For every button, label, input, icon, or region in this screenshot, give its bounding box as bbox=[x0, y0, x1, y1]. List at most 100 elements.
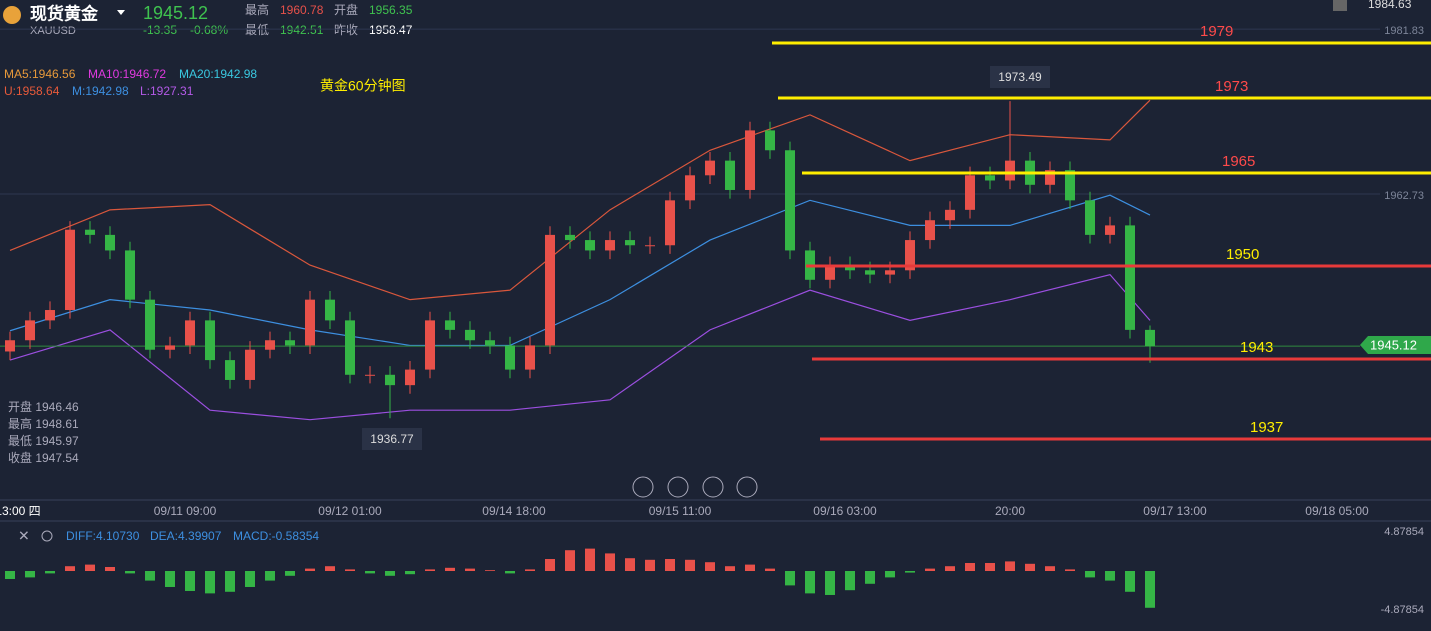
price-tag bbox=[1360, 336, 1431, 354]
callout-label: 1936.77 bbox=[370, 432, 414, 446]
zoom-out[interactable] bbox=[632, 476, 654, 498]
y-tick-label: 1981.83 bbox=[1384, 25, 1424, 37]
macd-bar bbox=[945, 566, 955, 571]
macd-bar bbox=[505, 571, 515, 574]
value: 1958.47 bbox=[369, 23, 413, 37]
candle-body bbox=[5, 340, 15, 352]
macd-bar bbox=[105, 567, 115, 571]
value: 1956.35 bbox=[369, 3, 413, 17]
macd-bar bbox=[385, 571, 395, 576]
label: 最低 bbox=[245, 23, 269, 37]
x-tick-label: 09/15 11:00 bbox=[649, 504, 712, 518]
band-line bbox=[9, 194, 1151, 347]
macd-bar bbox=[865, 571, 875, 584]
macd-bar bbox=[545, 559, 555, 571]
macd-bar bbox=[1045, 566, 1055, 571]
indicator-label: MA10:1946.72 bbox=[88, 67, 166, 81]
indicator-label: L:1927.31 bbox=[140, 84, 194, 98]
candle-body bbox=[525, 345, 535, 370]
x-tick-label: 09/16 03:00 bbox=[813, 504, 877, 518]
chart-title: 黄金60分钟图 bbox=[320, 78, 406, 94]
candle-body bbox=[305, 299, 315, 346]
close-icon[interactable]: ✕ bbox=[18, 528, 30, 544]
macd-bar bbox=[745, 564, 755, 571]
dropdown[interactable] bbox=[117, 10, 125, 15]
macd-bar bbox=[465, 568, 475, 571]
macd-bar bbox=[345, 569, 355, 571]
settings-icon[interactable] bbox=[41, 530, 53, 542]
macd-bar bbox=[305, 568, 315, 571]
macd-bar bbox=[565, 550, 575, 571]
callout-box bbox=[990, 66, 1050, 88]
macd-tick-label: 4.87854 bbox=[1384, 526, 1424, 538]
candle-body bbox=[145, 299, 155, 350]
macd-bar bbox=[485, 570, 495, 571]
candle-body bbox=[365, 374, 375, 376]
callout-label: 1973.49 bbox=[998, 70, 1042, 84]
candle-body bbox=[1085, 200, 1095, 235]
info-label: 收盘 1947.54 bbox=[8, 450, 79, 465]
macd-bar bbox=[625, 558, 635, 571]
candle-body bbox=[425, 320, 435, 370]
info-label: 最高 1948.61 bbox=[8, 416, 79, 431]
value: 1960.78 bbox=[280, 3, 324, 17]
candle-body bbox=[765, 130, 775, 151]
candle-body bbox=[265, 340, 275, 350]
candle-body bbox=[405, 369, 415, 386]
level-label: 1965 bbox=[1222, 153, 1255, 170]
candle-body bbox=[285, 340, 295, 346]
level-label: 1943 bbox=[1240, 339, 1273, 356]
macd-bar bbox=[405, 571, 415, 575]
candle-body bbox=[205, 320, 215, 361]
macd-bar bbox=[765, 568, 775, 571]
next[interactable] bbox=[702, 476, 724, 498]
prev[interactable] bbox=[667, 476, 689, 498]
macd-bar bbox=[525, 569, 535, 571]
candle-body bbox=[745, 130, 755, 190]
indicator-label: MA5:1946.56 bbox=[4, 67, 76, 81]
macd-bar bbox=[1125, 571, 1135, 592]
macd-bar bbox=[665, 559, 675, 571]
macd-bar bbox=[885, 571, 895, 578]
macd-bar bbox=[365, 571, 375, 574]
candle-body bbox=[665, 200, 675, 246]
macd-legend: DIFF:4.10730 bbox=[66, 529, 140, 543]
macd-bar bbox=[1025, 563, 1035, 571]
x-tick-label: 09/14 18:00 bbox=[482, 504, 546, 518]
zoom-in[interactable] bbox=[736, 476, 758, 498]
macd-bar bbox=[445, 567, 455, 571]
candle-body bbox=[845, 265, 855, 271]
symbol-name: 现货黄金 bbox=[30, 3, 99, 23]
macd-bar bbox=[1085, 571, 1095, 578]
macd-bar bbox=[425, 569, 435, 571]
level-label: 1937 bbox=[1250, 419, 1283, 436]
candle-body bbox=[545, 234, 555, 346]
candle-body bbox=[1065, 170, 1075, 201]
lock-icon[interactable] bbox=[1333, 0, 1347, 11]
candle-body bbox=[1105, 225, 1115, 235]
macd-bar bbox=[45, 571, 55, 574]
candle-body bbox=[505, 345, 515, 370]
candle-body bbox=[785, 150, 795, 251]
price: 1945.12 bbox=[143, 3, 208, 23]
band-line bbox=[9, 273, 1151, 421]
macd-bar bbox=[245, 571, 255, 587]
symbol-code: XAUUSD bbox=[30, 25, 76, 37]
label: 开盘 bbox=[334, 2, 358, 17]
macd-bar bbox=[1145, 571, 1155, 608]
indicator-label: U:1958.64 bbox=[4, 84, 60, 98]
gold-icon bbox=[3, 6, 21, 24]
candle-body bbox=[125, 250, 135, 300]
candle-body bbox=[725, 160, 735, 190]
change-pct: -0.68% bbox=[190, 23, 228, 37]
candle-body bbox=[585, 240, 595, 251]
macd-bar bbox=[285, 571, 295, 576]
change: -13.35 bbox=[143, 23, 177, 37]
top-price: 1984.63 bbox=[1368, 0, 1412, 11]
candle-body bbox=[625, 240, 635, 246]
candle-body bbox=[465, 329, 475, 341]
indicator-label: MA20:1942.98 bbox=[179, 67, 257, 81]
macd-bar bbox=[5, 571, 15, 579]
candle-body bbox=[565, 234, 575, 241]
